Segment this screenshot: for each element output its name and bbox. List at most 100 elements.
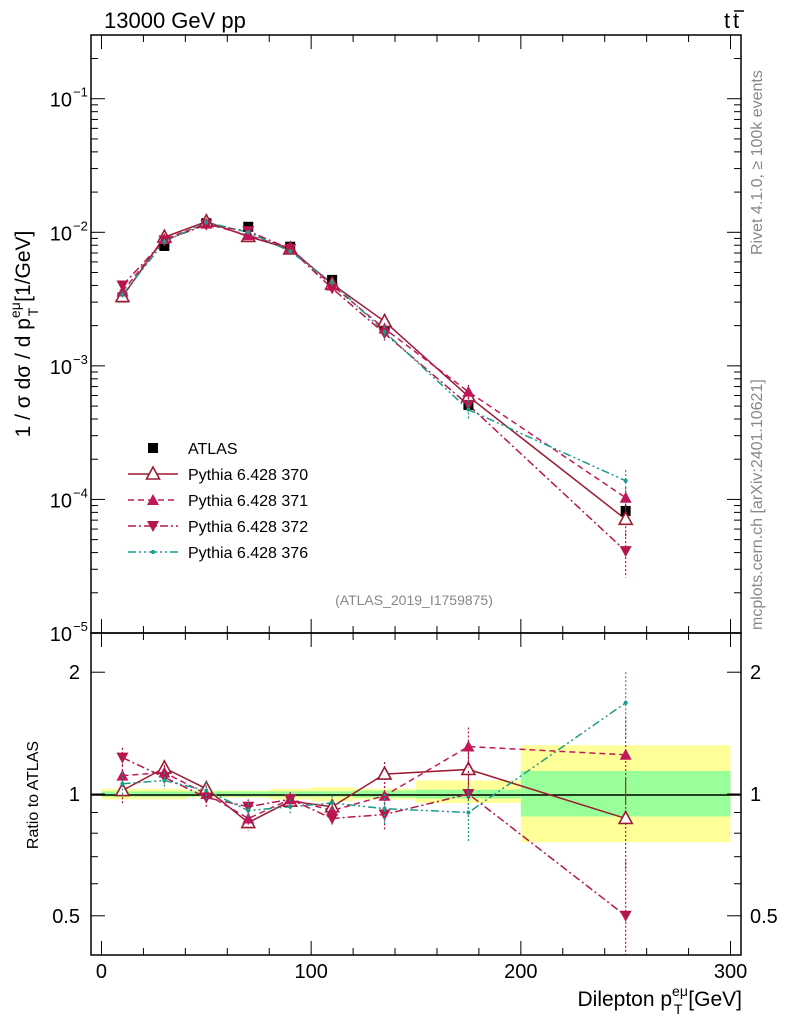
channel-label-bar: t [733,8,739,33]
legend-label-1: Pythia 6.428 370 [188,467,308,484]
main-point-4 [120,292,125,297]
ratio-point-2 [462,740,475,752]
legend-label-0: ATLAS [188,441,238,458]
ratio-uncertainty-bands [101,745,731,843]
main-point-4 [162,239,167,244]
ratio-point-4 [246,808,251,813]
rivet-version-label: Rivet 4.1.0, ≥ 100k events [749,70,766,255]
ratio-y-axis-title: Ratio to ATLAS [25,741,42,849]
legend-label-3: Pythia 6.428 372 [188,519,308,536]
main-y-axis-title: 1 / σ dσ / d peμ T [1/GeV] [7,231,41,438]
main-y-tick-label: 10 [50,357,72,379]
main-series-points [114,213,634,578]
ratio-y-tick-label: 0.5 [52,906,80,928]
mcplots-label: mcplots.cern.ch [arXiv:2401.10621] [749,379,766,630]
main-point-4 [466,407,471,412]
legend-marker-3 [147,521,159,532]
main-line-4 [121,221,626,482]
channel-label-base: t [724,8,730,33]
ratio-point-4 [382,806,387,811]
main-point-3 [200,219,213,231]
ratio-x-tick-label: 300 [714,961,747,983]
main-line-2 [121,222,627,499]
ratio-point-4 [120,781,125,786]
process-label: 13000 GeV pp [104,8,246,33]
ratio-y-tick-label-right: 1 [750,784,761,806]
ratio-point-2 [619,748,632,760]
legend-marker-2 [147,494,159,505]
ratio-point-4 [162,778,167,783]
analysis-watermark: (ATLAS_2019_I1759875) [335,592,493,608]
main-ylabel-sub: T [25,307,41,316]
ratio-point-3 [116,752,129,764]
ratio-point-3 [619,910,632,922]
ratio-y-tick-label: 2 [69,662,80,684]
main-ylabel-unit: [1/GeV] [12,231,35,308]
main-axis-ticks: 10−110−210−310−410−5 [50,35,741,646]
main-y-tick-label: 10 [50,490,72,512]
main-ylabel-text: 1 / σ dσ / d p [12,318,35,437]
main-y-tick-exponent: −5 [73,619,88,634]
main-frame [90,34,742,634]
ratio-point-1 [460,760,477,776]
main-point-3 [326,283,339,295]
xlabel-text: Dilepton p [577,988,672,1011]
ratio-point-2 [116,769,129,781]
main-y-tick-exponent: −2 [73,218,88,233]
ratio-point-1 [376,765,393,780]
main-point-1 [617,510,634,526]
ratio-band-inner [143,791,186,797]
ratio-axis-ticks: 2 2 1 1 0.5 0.5 0 100 200 300 [52,633,778,983]
ratio-point-4 [623,700,628,705]
ratio-y-tick-label: 1 [69,784,80,806]
legend-marker-4 [151,550,155,554]
ratio-y-tick-label-right: 2 [750,662,761,684]
ratio-series-points [114,672,634,955]
main-point-4 [330,280,335,285]
ratio-y-tick-label-right: 0.5 [750,906,778,928]
main-y-tick-label: 10 [50,624,72,646]
legend-label-4: Pythia 6.428 376 [188,545,308,562]
ratio-point-3 [462,789,475,800]
ratio-frame [90,632,742,956]
main-point-2 [619,491,632,503]
ratio-point-4 [466,810,471,815]
main-ylabel-sup: eμ [7,302,23,318]
ratio-x-tick-label: 0 [96,961,107,983]
legend-marker-1 [145,465,161,480]
main-point-3 [116,280,129,292]
main-point-4 [623,478,628,483]
main-point-4 [246,230,251,235]
ratio-band-inner [311,791,354,797]
main-point-4 [382,329,387,334]
main-y-tick-exponent: −4 [73,485,88,500]
xlabel-unit: [GeV] [682,988,742,1011]
ratio-panel: 2 2 1 1 0.5 0.5 0 100 200 300 Ratio to ATLAS Dile… [25,632,778,1017]
ratio-point-2 [326,804,339,816]
legend: ATLAS Pythia 6.428 370 Pythia 6.428 371 Pyt… [128,441,308,562]
ratio-x-tick-label: 100 [294,961,327,983]
xlabel-sub: T [674,1001,683,1017]
main-y-tick-exponent: −3 [73,352,88,367]
ratio-point-3 [200,792,213,804]
legend-marker-0 [148,443,158,453]
ratio-point-4 [288,804,293,809]
main-point-4 [204,220,209,225]
main-point-3 [619,546,632,558]
x-axis-title: Dilepton peμ T [GeV] [577,983,742,1017]
main-point-2 [462,385,475,397]
channel-label: t t [724,8,744,33]
xlabel-sup: eμ [672,983,688,999]
main-y-tick-label: 10 [50,223,72,245]
legend-label-2: Pythia 6.428 371 [188,493,308,510]
ratio-x-tick-label: 200 [504,961,537,983]
main-point-4 [288,249,293,254]
main-y-tick-exponent: −1 [73,85,88,100]
ratio-point-3 [326,813,339,825]
ratio-point-4 [330,801,335,806]
main-y-tick-label: 10 [50,90,72,112]
ratio-point-2 [242,812,255,824]
